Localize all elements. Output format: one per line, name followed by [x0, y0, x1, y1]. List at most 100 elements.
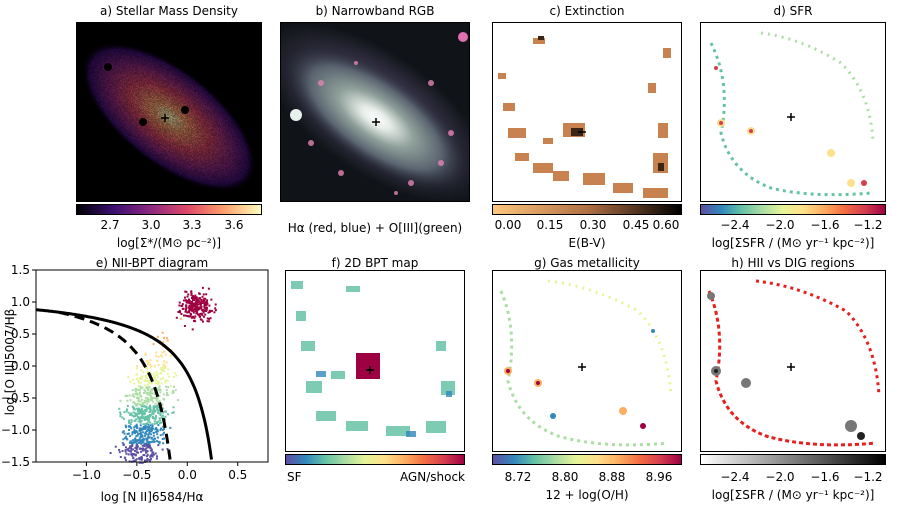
- bpt-point: [154, 416, 157, 419]
- bpt-point: [135, 388, 138, 391]
- bpt-point: [160, 378, 163, 381]
- bpt-point: [157, 404, 160, 406]
- bpt-point: [180, 305, 183, 307]
- bpt-point: [156, 335, 159, 338]
- bpt-point: [156, 381, 159, 384]
- bpt-point: [167, 368, 170, 371]
- bpt-point: [149, 455, 152, 458]
- bpt-point: [165, 410, 167, 413]
- bpt-point: [152, 417, 155, 420]
- panel-h-tick: −1.6: [810, 470, 840, 484]
- panel-c-tick: 0.60: [652, 218, 680, 232]
- bpt-point: [191, 301, 193, 304]
- bpt-point: [126, 408, 128, 411]
- bpt-point: [141, 427, 144, 430]
- bpt-point: [131, 453, 134, 456]
- bpt-point: [162, 442, 165, 445]
- bpt-ytick-label: 1.0: [11, 295, 30, 309]
- bpt-point: [186, 311, 189, 314]
- panel-f-title: f) 2D BPT map: [331, 256, 419, 270]
- bpt-point: [127, 376, 130, 378]
- bpt-point: [160, 367, 163, 370]
- bpt-point: [161, 351, 164, 354]
- bpt-point: [198, 314, 201, 317]
- bpt-point: [149, 424, 152, 427]
- bpt-point: [157, 411, 159, 414]
- bpt-point: [173, 385, 176, 388]
- bpt-point: [159, 434, 162, 437]
- bpt-point: [157, 401, 160, 404]
- bpt-point: [194, 296, 196, 299]
- bpt-point: [150, 397, 153, 400]
- bpt-map: [291, 281, 455, 437]
- bpt-point: [154, 409, 157, 412]
- bpt-point: [138, 410, 141, 413]
- bpt-point: [124, 394, 127, 397]
- bpt-point: [153, 392, 156, 395]
- bpt-point: [132, 457, 135, 460]
- bpt-point: [201, 300, 204, 303]
- bpt-point: [190, 316, 193, 319]
- bpt-point: [178, 301, 181, 304]
- bpt-point: [152, 432, 155, 434]
- bpt-point: [157, 424, 160, 427]
- bpt-point: [179, 311, 182, 314]
- bpt-point: [147, 407, 150, 410]
- bpt-point: [203, 301, 206, 304]
- panel-h-tick: −2.4: [720, 470, 750, 484]
- bpt-point: [163, 367, 166, 370]
- bpt-point: [196, 301, 199, 304]
- bpt-point: [119, 415, 122, 418]
- bpt-point: [140, 442, 143, 445]
- bpt-point: [149, 366, 152, 369]
- bpt-point: [153, 376, 156, 379]
- bpt-point: [146, 416, 149, 419]
- bpt-point: [149, 398, 152, 401]
- bpt-point: [136, 365, 139, 368]
- bpt-point: [208, 309, 211, 312]
- bpt-point: [136, 393, 139, 396]
- bpt-point: [125, 437, 128, 440]
- bpt-point: [175, 374, 178, 377]
- bpt-point: [153, 378, 156, 381]
- stellar-mass-map: [77, 23, 261, 201]
- bpt-point: [133, 419, 136, 422]
- bpt-point: [135, 373, 138, 376]
- bpt-point: [157, 389, 159, 392]
- bpt-point: [180, 313, 183, 315]
- kauffmann-line: [58, 310, 172, 461]
- bpt-point: [124, 437, 127, 439]
- bpt-point: [139, 421, 142, 424]
- bpt-point: [205, 308, 208, 311]
- bpt-point: [136, 392, 139, 395]
- bpt-point: [144, 396, 147, 399]
- bpt-point: [157, 364, 160, 366]
- sfr-map: [709, 31, 875, 197]
- bpt-point: [148, 382, 151, 385]
- bpt-point: [143, 445, 146, 447]
- panel-d-tick: −1.6: [810, 218, 840, 232]
- panel-g-tick: 8.72: [504, 470, 532, 484]
- bpt-xtick-label: −0.5: [122, 468, 151, 482]
- bpt-point: [129, 413, 132, 416]
- bpt-point: [139, 385, 141, 388]
- bpt-point: [145, 451, 148, 453]
- bpt-point: [157, 440, 160, 443]
- bpt-point: [138, 457, 140, 460]
- bpt-point: [145, 387, 148, 389]
- bpt-point: [140, 376, 143, 379]
- bpt-point: [125, 426, 128, 429]
- bpt-point: [204, 303, 207, 306]
- bpt-point: [164, 415, 167, 418]
- bpt-ytick-label: 0.5: [11, 327, 30, 341]
- metallicity-map: [499, 279, 673, 447]
- bpt-point: [188, 307, 191, 310]
- bpt-point: [181, 303, 184, 306]
- bpt-point: [144, 417, 147, 420]
- bpt-point: [149, 390, 152, 393]
- panel-g-colorbar: [492, 454, 682, 465]
- bpt-point: [198, 297, 201, 300]
- bpt-point: [195, 298, 198, 301]
- bpt-point: [147, 444, 150, 447]
- bpt-point: [138, 461, 141, 464]
